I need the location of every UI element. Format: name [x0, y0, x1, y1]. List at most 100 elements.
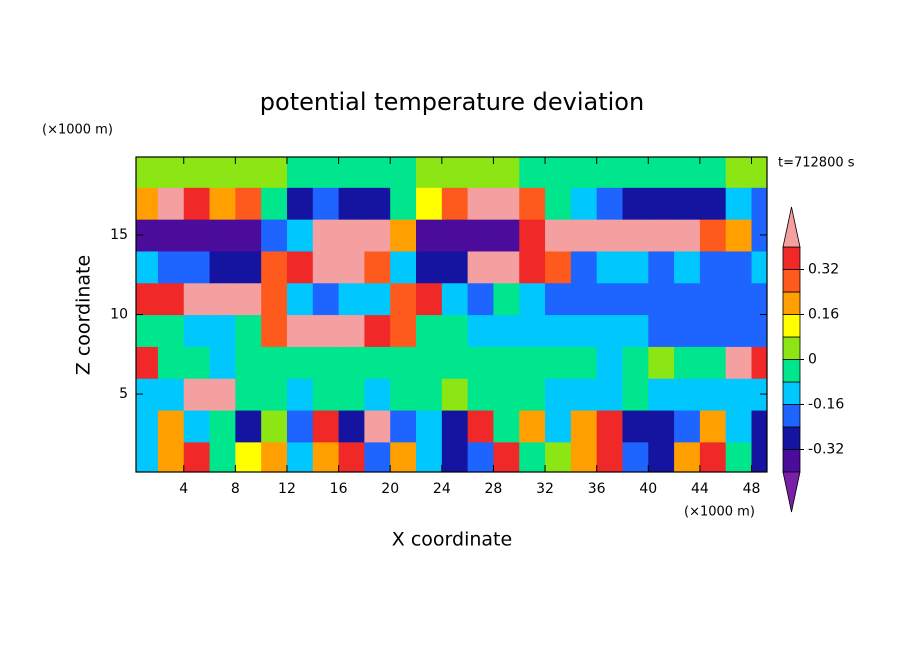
contour-cell — [209, 157, 236, 188]
contour-cell — [674, 282, 701, 316]
contour-cell — [157, 314, 185, 347]
contour-cell — [570, 441, 598, 472]
contour-cell — [183, 441, 211, 472]
contour-cell — [312, 346, 340, 379]
contour-cell — [751, 219, 767, 252]
contour-cell — [338, 250, 365, 284]
contour-cell — [157, 346, 185, 379]
contour-cell — [519, 250, 546, 284]
contour-cell — [493, 409, 520, 443]
contour-cell — [441, 187, 469, 220]
contour-cell — [157, 378, 185, 411]
contour-cell — [338, 441, 365, 472]
contour-cell — [261, 378, 288, 411]
contour-cell — [416, 219, 443, 252]
contour-cell — [390, 187, 417, 220]
contour-field — [136, 157, 767, 472]
contour-cell — [519, 187, 546, 220]
colorbar-box — [782, 359, 801, 383]
contour-cell — [338, 346, 365, 379]
y-tick-label: 15 — [110, 227, 128, 243]
contour-cell — [648, 314, 675, 347]
contour-cell — [596, 346, 624, 379]
contour-cell — [519, 409, 546, 443]
contour-cell — [235, 409, 262, 443]
contour-cell — [390, 250, 417, 284]
colorbar-box — [782, 269, 801, 293]
contour-cell — [312, 219, 340, 252]
contour-cell — [648, 187, 675, 220]
contour-cell — [519, 219, 546, 252]
contour-cell — [416, 346, 443, 379]
contour-cell — [519, 314, 546, 347]
contour-cell — [545, 409, 572, 443]
contour-cell — [648, 157, 675, 188]
contour-cell — [183, 250, 211, 284]
contour-cell — [235, 250, 262, 284]
contour-cell — [596, 314, 624, 347]
colorbar-box — [782, 404, 801, 428]
contour-cell — [390, 314, 417, 347]
contour-cell — [390, 378, 417, 411]
contour-cell — [136, 250, 159, 284]
contour-cell — [261, 282, 288, 316]
contour-cell — [674, 157, 701, 188]
contour-cell — [136, 187, 159, 220]
contour-cell — [596, 157, 624, 188]
contour-cell — [286, 346, 314, 379]
contour-cell — [648, 282, 675, 316]
contour-cell — [338, 378, 365, 411]
contour-cell — [261, 346, 288, 379]
colorbar-tick-label: 0 — [808, 352, 817, 368]
contour-cell — [441, 157, 469, 188]
contour-cell — [725, 187, 753, 220]
contour-cell — [235, 282, 262, 316]
contour-cell — [390, 346, 417, 379]
contour-cell — [751, 409, 767, 443]
x-tick-label: 44 — [691, 481, 709, 497]
contour-cell — [364, 314, 391, 347]
contour-cell — [751, 314, 767, 347]
contour-cell — [441, 282, 469, 316]
y-axis-label: Z coordinate — [73, 255, 95, 375]
contour-cell — [648, 378, 675, 411]
colorbar-extend-high — [782, 206, 801, 248]
contour-cell — [725, 346, 753, 379]
contour-cell — [261, 157, 288, 188]
contour-cell — [286, 250, 314, 284]
y-tick-label: 10 — [110, 307, 128, 323]
contour-cell — [286, 409, 314, 443]
contour-cell — [467, 346, 495, 379]
contour-cell — [364, 282, 391, 316]
contour-cell — [286, 378, 314, 411]
contour-cell — [674, 219, 701, 252]
contour-cell — [725, 409, 753, 443]
colorbar-box — [782, 426, 801, 450]
contour-cell — [183, 346, 211, 379]
contour-cell — [136, 282, 159, 316]
contour-cell — [751, 250, 767, 284]
contour-cell — [751, 441, 767, 472]
contour-cell — [725, 314, 753, 347]
contour-cell — [261, 219, 288, 252]
contour-cell — [209, 409, 236, 443]
contour-cell — [312, 157, 340, 188]
contour-cell — [545, 187, 572, 220]
contour-cell — [286, 157, 314, 188]
contour-cell — [157, 157, 185, 188]
contour-cell — [390, 219, 417, 252]
contour-cell — [364, 157, 391, 188]
contour-cell — [209, 187, 236, 220]
contour-cell — [364, 409, 391, 443]
contour-cell — [183, 409, 211, 443]
contour-cell — [312, 378, 340, 411]
colorbar-box — [782, 449, 801, 473]
contour-cell — [725, 441, 753, 472]
contour-cell — [209, 219, 236, 252]
contour-cell — [648, 250, 675, 284]
contour-cell — [725, 378, 753, 411]
contour-cell — [725, 219, 753, 252]
contour-cell — [209, 314, 236, 347]
x-tick-label: 48 — [743, 481, 761, 497]
